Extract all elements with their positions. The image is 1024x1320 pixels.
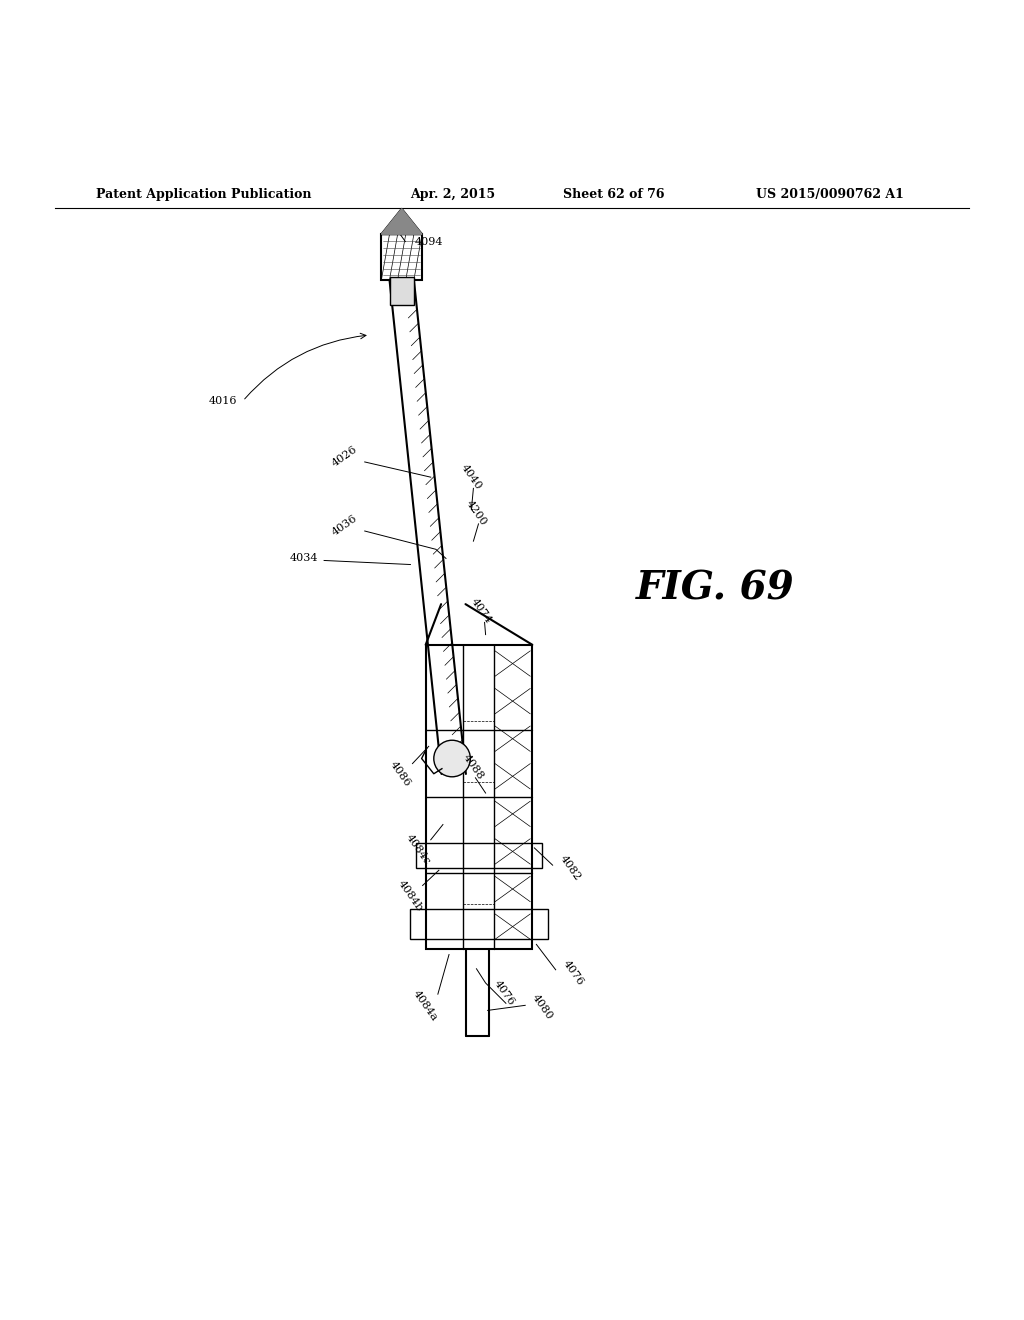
Text: 4016: 4016 — [208, 396, 237, 407]
Text: 4080: 4080 — [530, 993, 555, 1022]
Bar — [389, 277, 414, 305]
Text: 4026: 4026 — [330, 445, 359, 469]
Text: Patent Application Publication: Patent Application Publication — [95, 189, 311, 202]
Bar — [411, 909, 548, 940]
Text: US 2015/0090762 A1: US 2015/0090762 A1 — [756, 189, 903, 202]
Text: 4084b: 4084b — [396, 878, 425, 913]
Text: 4094: 4094 — [415, 236, 443, 247]
Text: 4076: 4076 — [561, 958, 585, 987]
Text: 4082: 4082 — [558, 854, 583, 883]
Text: 4084a: 4084a — [412, 989, 440, 1023]
Text: 4088: 4088 — [461, 752, 485, 781]
Text: 4076: 4076 — [492, 978, 516, 1007]
Text: 4086: 4086 — [388, 759, 413, 788]
Ellipse shape — [434, 741, 470, 776]
Bar — [416, 843, 543, 869]
Text: 4074: 4074 — [469, 597, 494, 626]
Text: 4200: 4200 — [464, 498, 488, 527]
Text: Sheet 62 of 76: Sheet 62 of 76 — [563, 189, 665, 202]
Polygon shape — [381, 209, 422, 234]
Text: 4040: 4040 — [459, 462, 483, 492]
Bar — [426, 644, 532, 949]
Text: 4034: 4034 — [290, 553, 318, 564]
Text: Apr. 2, 2015: Apr. 2, 2015 — [411, 189, 496, 202]
Text: FIG. 69: FIG. 69 — [636, 570, 795, 609]
Bar — [381, 234, 422, 280]
Text: 4036: 4036 — [330, 512, 359, 537]
Text: 4084c: 4084c — [404, 833, 432, 867]
